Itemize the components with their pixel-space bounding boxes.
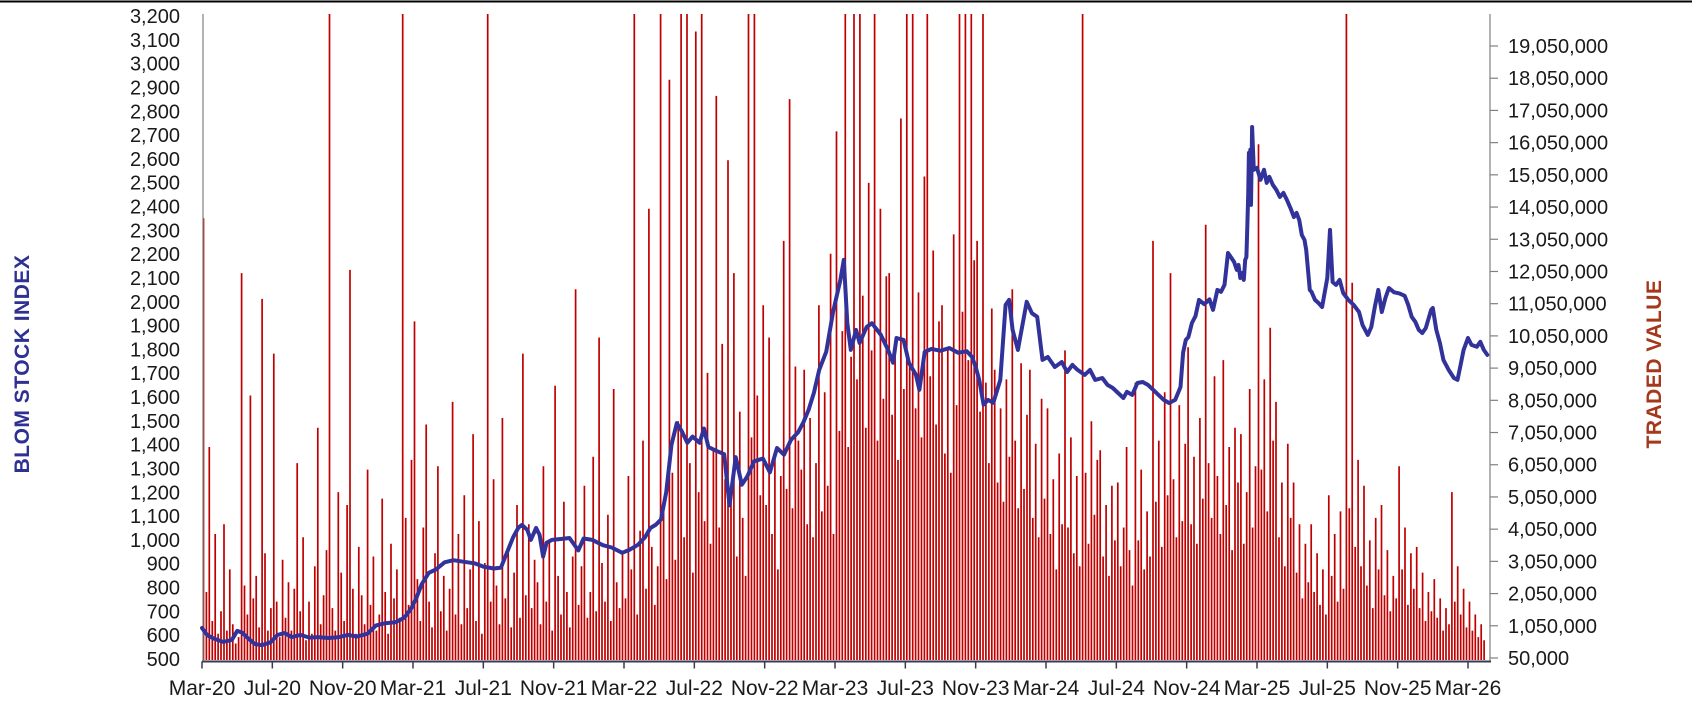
left-axis-tick-label: 2,800 [130,101,180,123]
x-axis-tick-label: Nov-22 [731,677,799,700]
left-axis-title: BLOM STOCK INDEX [11,254,34,474]
right-axis-tick-label: 15,050,000 [1508,165,1608,187]
left-axis-tick-label: 1,400 [130,435,180,457]
x-axis-tick-label: Mar-21 [380,677,447,700]
x-axis-tick-label: Mar-24 [1013,677,1080,700]
right-axis-title: TRADED VALUE [1643,279,1666,449]
left-axis-tick-label: 2,300 [130,220,180,242]
right-axis-tick-label: 11,050,000 [1508,294,1607,316]
left-axis-tick-label: 1,700 [130,363,180,385]
right-axis-tick-label: 14,050,000 [1508,197,1608,219]
x-axis-tick-label: Jul-25 [1299,677,1356,700]
right-axis-tick-label: 6,050,000 [1508,455,1597,477]
right-axis-tick-label: 13,050,000 [1508,229,1608,251]
x-axis-tick-label: Mar-23 [802,677,869,700]
right-axis-tick-label: 10,050,000 [1508,326,1608,348]
x-axis-tick-label: Mar-25 [1224,677,1291,700]
right-axis-tick-label: 12,050,000 [1508,261,1608,283]
left-axis-tick-label: 1,500 [130,411,180,433]
x-axis-tick-label: Nov-25 [1364,677,1432,700]
left-axis-tick-label: 2,200 [130,244,180,266]
x-axis-tick-label: Mar-26 [1435,677,1502,700]
left-axis-tick-label: 600 [147,625,180,647]
traded-value-bars [202,14,1485,660]
x-axis-tick-label: Nov-20 [309,677,377,700]
left-axis-tick-label: 3,100 [130,30,180,52]
left-axis-tick-label: 1,600 [130,387,180,409]
left-axis-tick-label: 3,200 [130,6,180,28]
x-axis-tick-label: Nov-24 [1153,677,1221,700]
right-axis-tick-label: 1,050,000 [1508,616,1597,638]
left-axis-tick-label: 2,600 [130,149,180,171]
right-axis-tick-label: 2,050,000 [1508,584,1597,606]
x-axis-tick-label: Nov-23 [942,677,1010,700]
left-axis-tick-label: 1,100 [130,506,180,528]
x-axis-tick-label: Jul-24 [1088,677,1146,700]
left-axis-tick-label: 2,400 [130,197,180,219]
x-axis-tick-label: Jul-23 [877,677,934,700]
right-axis-tick-label: 16,050,000 [1508,133,1608,155]
right-axis-tick-label: 5,050,000 [1508,487,1597,509]
right-axis-tick-label: 7,050,000 [1508,423,1597,445]
left-axis-tick-label: 1,800 [130,339,180,361]
left-axis-tick-label: 2,100 [130,268,180,290]
right-axis-tick-label: 50,000 [1508,648,1569,670]
left-axis-tick-label: 900 [147,554,180,576]
x-axis-tick-label: Jul-21 [455,677,512,700]
x-axis-tick-label: Jul-20 [244,677,301,700]
right-axis-tick-label: 8,050,000 [1508,390,1597,412]
right-axis-tick-label: 17,050,000 [1508,100,1608,122]
left-axis-tick-label: 2,900 [130,77,180,99]
left-axis-tick-label: 1,000 [130,530,180,552]
left-axis-tick-label: 1,200 [130,482,180,504]
x-axis-tick-label: Mar-22 [591,677,658,700]
right-axis-tick-label: 18,050,000 [1508,68,1608,90]
x-axis-tick-label: Jul-22 [666,677,723,700]
left-axis-tick-label: 2,500 [130,173,180,195]
right-axis-tick-label: 9,050,000 [1508,358,1597,380]
left-axis-tick-label: 700 [147,601,180,623]
right-axis-tick-label: 3,050,000 [1508,551,1597,573]
left-axis-tick-label: 1,900 [130,316,180,338]
left-axis-tick-label: 1,300 [130,458,180,480]
left-axis-tick-label: 800 [147,578,180,600]
right-axis-tick-label: 4,050,000 [1508,519,1597,541]
left-axis-tick-label: 2,000 [130,292,180,314]
left-axis-tick-label: 2,700 [130,125,180,147]
left-axis-tick-label: 3,000 [130,54,180,76]
right-axis-tick-label: 19,050,000 [1508,36,1608,58]
x-axis-tick-label: Nov-21 [520,677,588,700]
left-axis-tick-label: 500 [147,649,180,671]
stock-index-line [200,125,1490,648]
x-axis-tick-label: Mar-20 [169,677,236,700]
